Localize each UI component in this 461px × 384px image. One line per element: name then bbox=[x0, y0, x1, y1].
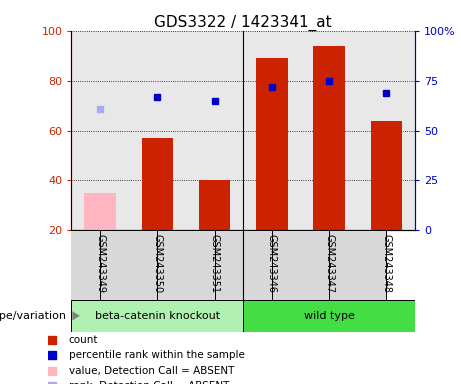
Text: GSM243349: GSM243349 bbox=[95, 234, 105, 293]
Text: GSM243346: GSM243346 bbox=[267, 234, 277, 293]
FancyBboxPatch shape bbox=[272, 230, 329, 300]
Bar bbox=[84, 193, 116, 230]
Bar bbox=[313, 46, 345, 230]
FancyBboxPatch shape bbox=[243, 300, 415, 332]
Text: GSM243350: GSM243350 bbox=[152, 234, 162, 293]
Text: beta-catenin knockout: beta-catenin knockout bbox=[95, 311, 220, 321]
Bar bbox=[371, 121, 402, 230]
FancyBboxPatch shape bbox=[329, 230, 386, 300]
Bar bbox=[256, 58, 288, 230]
Text: genotype/variation: genotype/variation bbox=[0, 311, 67, 321]
Text: GSM243348: GSM243348 bbox=[381, 234, 391, 293]
Text: count: count bbox=[69, 335, 98, 345]
Bar bbox=[142, 138, 173, 230]
FancyBboxPatch shape bbox=[43, 230, 100, 300]
Text: percentile rank within the sample: percentile rank within the sample bbox=[69, 350, 244, 360]
Text: value, Detection Call = ABSENT: value, Detection Call = ABSENT bbox=[69, 366, 234, 376]
Text: rank, Detection Call = ABSENT: rank, Detection Call = ABSENT bbox=[69, 381, 229, 384]
Text: wild type: wild type bbox=[304, 311, 355, 321]
Text: GSM243347: GSM243347 bbox=[324, 234, 334, 293]
FancyBboxPatch shape bbox=[100, 230, 157, 300]
Title: GDS3322 / 1423341_at: GDS3322 / 1423341_at bbox=[154, 15, 332, 31]
Text: GSM243351: GSM243351 bbox=[210, 234, 219, 293]
FancyBboxPatch shape bbox=[157, 230, 214, 300]
FancyBboxPatch shape bbox=[214, 230, 272, 300]
Bar bbox=[199, 180, 230, 230]
FancyBboxPatch shape bbox=[71, 300, 243, 332]
